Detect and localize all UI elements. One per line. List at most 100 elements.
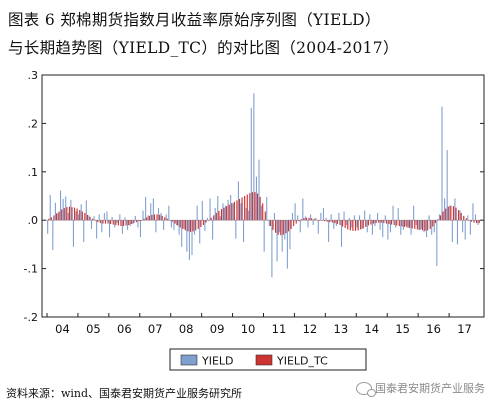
x-tick-label: 14 (364, 322, 379, 336)
yield-tc-bar (189, 220, 192, 232)
yield-bar (248, 210, 250, 221)
yield-bar (235, 220, 237, 239)
yield-tc-bar (73, 207, 76, 221)
yield-bar (291, 212, 294, 221)
yield-bar (379, 220, 381, 230)
yield-bar (157, 208, 160, 221)
yield-bar (384, 215, 386, 221)
yield-bar (93, 216, 95, 221)
yield-tc-bar (94, 220, 96, 221)
yield-bar (333, 220, 335, 229)
yield-bar (224, 205, 227, 221)
yield-bar (85, 200, 87, 221)
y-tick-label: .0 (28, 214, 39, 227)
yield-bar (237, 181, 239, 221)
yield-chart: -.2 -.1 .0 .1 .2 .3 04 05 06 07 08 09 10 11 12 13 14 15 1… (24, 69, 485, 371)
yield-tc-bar (336, 220, 339, 225)
yield-bar (168, 205, 170, 221)
yield-tc-bar (218, 211, 220, 221)
yield-bar (201, 200, 203, 221)
yield-tc-bar (215, 212, 217, 221)
yield-bar (395, 220, 397, 228)
yield-bar (310, 214, 312, 221)
yield-tc-bar (156, 214, 158, 221)
yield-bar (343, 211, 345, 221)
yield-tc-bar (282, 220, 284, 235)
x-tick-label: 11 (272, 322, 287, 336)
yield-tc-bar (146, 217, 148, 221)
yield-tc-bar (445, 208, 447, 221)
yield-bar (356, 220, 358, 228)
yield-tc-bar (375, 220, 377, 224)
yield-bar (361, 220, 363, 229)
yield-tc-bar (434, 220, 436, 224)
yield-bar (304, 216, 306, 221)
yield-bar (173, 220, 175, 230)
yield-tc-bar (182, 220, 184, 229)
x-tick-label: 04 (55, 322, 70, 336)
yield-bar (80, 204, 82, 221)
yield-bar (451, 220, 453, 242)
yield-bar (150, 203, 152, 221)
yield-bar (364, 210, 366, 221)
yield-tc-bar (251, 192, 253, 221)
yield-tc-bar (388, 220, 390, 225)
yield-tc-bar (277, 220, 279, 235)
yield-tc-bar (437, 219, 439, 221)
yield-bar (410, 220, 412, 235)
yield-bar (444, 198, 446, 221)
yield-bar (245, 208, 247, 221)
yield-tc-bar (458, 210, 460, 221)
yield-bar (436, 220, 438, 267)
yield-tc-bar (290, 220, 292, 229)
yield-tc-bar (192, 220, 194, 232)
x-tick-label: 17 (457, 322, 472, 336)
yield-bar (420, 220, 422, 229)
yield-tc-bar (115, 220, 117, 226)
yield-bar (165, 214, 167, 221)
yield-tc-bar (179, 220, 181, 228)
yield-bar (477, 220, 479, 226)
yield-tc-bar (313, 218, 315, 221)
yield-bar (181, 220, 183, 247)
yield-tc-bar (380, 220, 382, 223)
watermark-label: 国泰君安期货产业服务 (375, 382, 485, 395)
yield-bar (273, 212, 276, 221)
yield-tc-bar (130, 220, 132, 225)
yield-tc-bar (68, 206, 70, 221)
yield-bar (106, 211, 108, 221)
yield-bar (284, 220, 286, 240)
yield-tc-bar (272, 220, 274, 230)
yield-bar (289, 220, 291, 250)
watermark: 国泰君安期货产业服务 (356, 380, 485, 397)
yield-tc-bar (318, 220, 320, 221)
yield-bar (230, 195, 232, 221)
yield-bar (60, 190, 62, 221)
yield-tc-bar (153, 214, 156, 221)
yield-tc-bar (104, 220, 107, 224)
yield-tc-bar (323, 220, 326, 222)
yield-tc-bar (334, 220, 336, 224)
yield-bar (108, 220, 111, 238)
yield-tc-bar (439, 215, 442, 221)
yield-tc-bar (120, 220, 122, 227)
yield-tc-bar (478, 220, 480, 224)
yield-bar (392, 205, 394, 221)
yield-tc-bar (264, 211, 266, 221)
x-tick-label: 15 (395, 322, 410, 336)
yield-bar (428, 215, 430, 221)
yield-bar (358, 215, 361, 221)
yield-bar (335, 220, 337, 227)
yield-tc-bar (228, 204, 230, 221)
yield-bar (206, 217, 209, 221)
yield-bar (145, 196, 147, 221)
yield-tc-bar (280, 220, 282, 236)
yield-bar (338, 212, 340, 221)
yield-bar (204, 220, 206, 231)
yield-tc-bar (275, 220, 277, 233)
yield-tc-bar (452, 206, 455, 221)
yield-tc-bar (349, 220, 351, 231)
yield-tc-bar (455, 207, 457, 221)
yield-bar (163, 220, 165, 230)
yield-bar (464, 220, 466, 240)
